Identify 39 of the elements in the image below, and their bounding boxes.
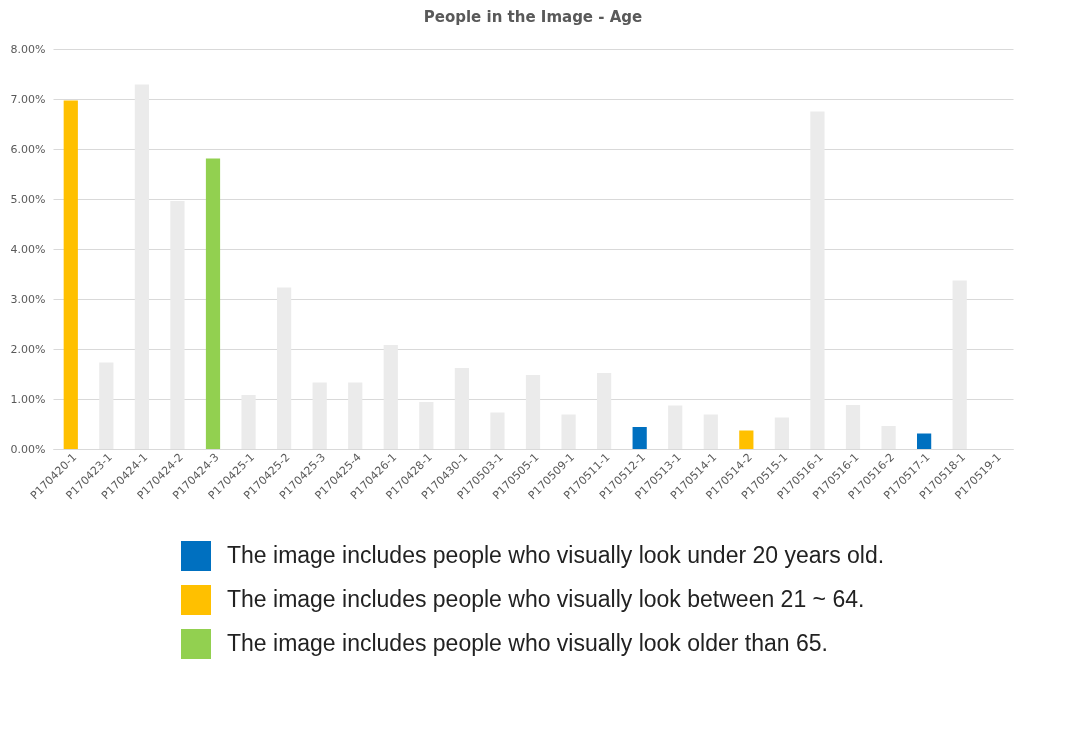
- bar: [597, 373, 612, 449]
- bar: [774, 417, 789, 449]
- y-tick-label: 3.00%: [10, 292, 46, 306]
- bar: [63, 100, 78, 449]
- bar: [348, 382, 363, 449]
- bar: [277, 287, 292, 449]
- y-tick-label: 4.00%: [10, 242, 46, 256]
- y-tick-label: 5.00%: [10, 192, 46, 206]
- legend-label: The image includes people who visually look between 21 ~ 64.: [227, 586, 865, 612]
- y-tick-label: 7.00%: [10, 92, 46, 106]
- bar: [810, 111, 825, 449]
- bar: [525, 375, 541, 449]
- bar: [917, 433, 932, 449]
- y-tick-label: 8.00%: [10, 42, 46, 56]
- bar: [561, 414, 576, 449]
- bar: [845, 405, 861, 449]
- bar: [668, 405, 683, 449]
- bar: [241, 395, 256, 449]
- bar: [170, 201, 185, 449]
- bar: [205, 158, 221, 449]
- bar: [419, 402, 434, 449]
- bar: [490, 412, 505, 449]
- bar: [454, 368, 469, 449]
- bar: [703, 414, 718, 449]
- bar: [952, 280, 967, 449]
- bar: [632, 427, 647, 449]
- bar: [881, 426, 896, 449]
- legend-label: The image includes people who visually look under 20 years old.: [227, 542, 885, 568]
- y-tick-label: 1.00%: [10, 392, 46, 406]
- bar: [99, 362, 114, 449]
- bar: [312, 382, 327, 449]
- chart-title: People in the Image - Age: [423, 8, 643, 26]
- bar: [383, 345, 398, 449]
- legend-label: The image includes people who visually look older than 65.: [227, 630, 828, 656]
- bar: [739, 430, 754, 449]
- y-tick-label: 2.00%: [10, 342, 46, 356]
- y-tick-label: 0.00%: [10, 442, 46, 456]
- y-tick-label: 6.00%: [10, 142, 46, 156]
- bar: [134, 84, 149, 449]
